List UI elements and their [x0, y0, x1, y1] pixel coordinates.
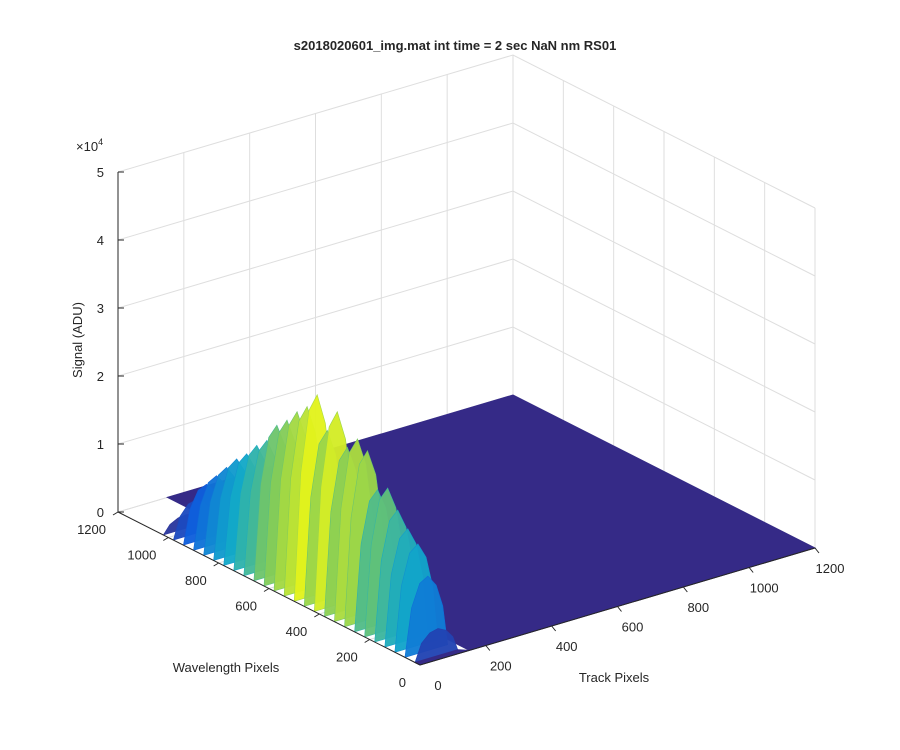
y-tick-mark: [213, 562, 219, 567]
y-tick-label: 200: [336, 650, 358, 665]
y-tick-label: 1200: [77, 522, 106, 537]
grid-line: [117, 54, 816, 209]
x-tick-label: 400: [556, 639, 578, 654]
z-axis-label: Signal (ADU): [70, 302, 85, 378]
z-tick-label: 3: [97, 301, 104, 316]
x-tick-label: 1200: [816, 561, 845, 576]
z-tick-label: 4: [97, 233, 104, 248]
x-tick-mark: [617, 606, 622, 612]
y-tick-mark: [112, 511, 119, 516]
z-tick-label: 0: [97, 505, 104, 520]
z-tick-label: 1: [97, 437, 104, 452]
x-tick-mark: [485, 645, 491, 651]
x-tick-label: 800: [687, 600, 709, 615]
y-tick-mark: [314, 613, 320, 618]
y-tick-label: 1000: [127, 548, 156, 563]
svg-text:×104: ×104: [76, 137, 103, 154]
y-tick-label: 0: [399, 675, 406, 690]
x-tick-mark: [682, 586, 688, 593]
z-tick-label: 2: [97, 369, 104, 384]
chart-title: s2018020601_img.mat int time = 2 sec NaN…: [294, 38, 617, 53]
y-tick-label: 800: [185, 573, 207, 588]
tick-labels: 2004006008001000120002004006008001000120…: [77, 165, 844, 693]
y-tick-label: 400: [286, 624, 308, 639]
x-tick-mark: [748, 567, 754, 573]
axes: [112, 171, 820, 666]
y-tick-label: 600: [235, 599, 257, 614]
x-tick-mark: [814, 547, 820, 554]
x-tick-label: 0: [434, 678, 441, 693]
surface-plot: [162, 393, 817, 666]
x-tick-mark: [551, 625, 557, 632]
x-tick-label: 600: [622, 620, 644, 635]
x-tick-label: 200: [490, 659, 512, 674]
y-axis-label: Wavelength Pixels: [173, 660, 280, 675]
y-tick-mark: [163, 537, 169, 541]
surface-ridge-strip: [414, 628, 459, 663]
grid-line: [117, 122, 816, 277]
x-axis-label: Track Pixels: [579, 670, 650, 685]
y-tick-mark: [263, 588, 270, 592]
z-tick-label: 5: [97, 165, 104, 180]
z-axis-exponent: ×104: [76, 137, 103, 154]
y-tick-mark: [364, 639, 370, 643]
grid-line: [117, 326, 816, 481]
grid-line: [117, 190, 816, 345]
grid-line: [117, 258, 816, 413]
x-tick-label: 1000: [750, 581, 779, 596]
